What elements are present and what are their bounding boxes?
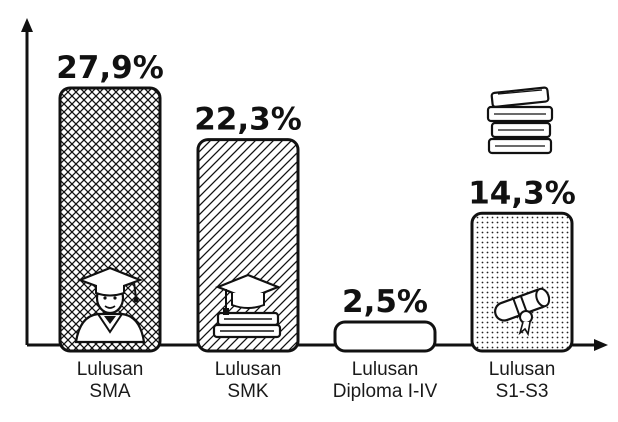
category-label-s1-s3-line-2: S1-S3: [496, 381, 549, 402]
mortarboard-books-icon: [212, 273, 282, 339]
category-label-diploma-line-2: Diploma I-IV: [333, 381, 438, 402]
bar-diploma: [333, 320, 437, 353]
value-label-s1-s3: 14,3%: [468, 175, 576, 211]
category-label-smk-line-1: Lulusan: [215, 359, 282, 380]
value-label-sma: 27,9%: [56, 50, 164, 86]
category-label-diploma-line-1: Lulusan: [352, 359, 419, 380]
category-label-smk-line-2: SMK: [227, 381, 269, 402]
graduate-icon: [74, 266, 146, 344]
value-label-diploma: 2,5%: [342, 284, 428, 320]
bar-smk: [196, 138, 300, 353]
category-label-sma-line-2: SMA: [89, 381, 131, 402]
category-label-s1-s3-line-1: Lulusan: [489, 359, 556, 380]
category-label-sma-line-1: Lulusan: [77, 359, 144, 380]
diploma-scroll-icon: [494, 287, 551, 337]
bars-group: [58, 86, 574, 353]
y-axis-arrow: [21, 18, 33, 32]
value-labels-group: 27,9% 22,3% 2,5% 14,3%: [56, 50, 576, 320]
x-axis-arrow: [594, 339, 608, 351]
book-stack-icon: [486, 86, 554, 155]
value-label-smk: 22,3%: [194, 102, 302, 138]
